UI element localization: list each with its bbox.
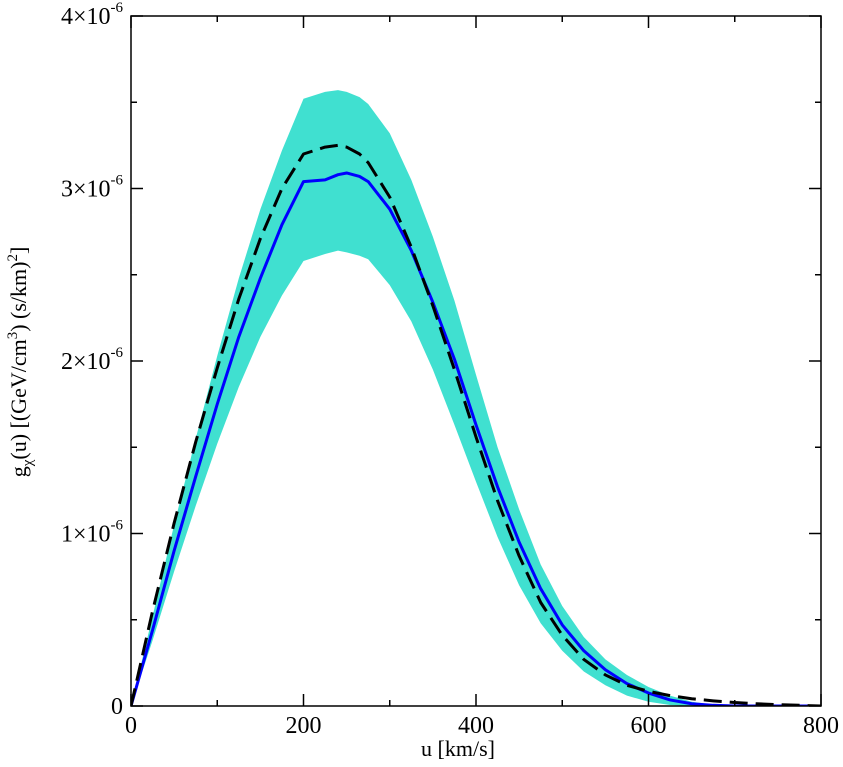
- x-tick-label: 800: [803, 713, 839, 739]
- y-tick-label: 3×10-6: [61, 173, 124, 203]
- plot-area: [131, 90, 821, 706]
- y-axis-title-suffix: ]: [6, 247, 31, 254]
- x-axis-title: u [km/s]: [421, 736, 495, 761]
- y-tick-label: 2×10-6: [61, 345, 124, 375]
- y-axis-title-prefix: g: [6, 466, 31, 477]
- y-axis-title-sup1: 3: [5, 332, 21, 340]
- y-axis-title: gχ(u) [(GeV/cm3) (s/km)2]: [5, 247, 36, 478]
- x-tick-label: 600: [631, 713, 667, 739]
- series-line-solid: [131, 171, 821, 706]
- y-axis-title-subscript: χ: [20, 459, 36, 467]
- y-tick-label: 1×10-6: [61, 518, 124, 548]
- x-tick-label: 0: [125, 713, 137, 739]
- y-tick-label: 0: [111, 694, 123, 720]
- y-axis-title-middle: (u) [(GeV/cm: [6, 339, 31, 459]
- y-axis-title-middle2: ) (s/km): [6, 262, 31, 332]
- x-tick-label: 400: [458, 713, 494, 739]
- y-tick-label: 4×10-6: [61, 0, 124, 30]
- y-axis-title-sup2: 2: [5, 254, 21, 262]
- axes: 0 200 400 600 800 0 1×10-6 2×10-6 3×10-6 4×10-6: [61, 0, 839, 739]
- uncertainty-band: [131, 90, 821, 706]
- x-tick-label: 200: [286, 713, 322, 739]
